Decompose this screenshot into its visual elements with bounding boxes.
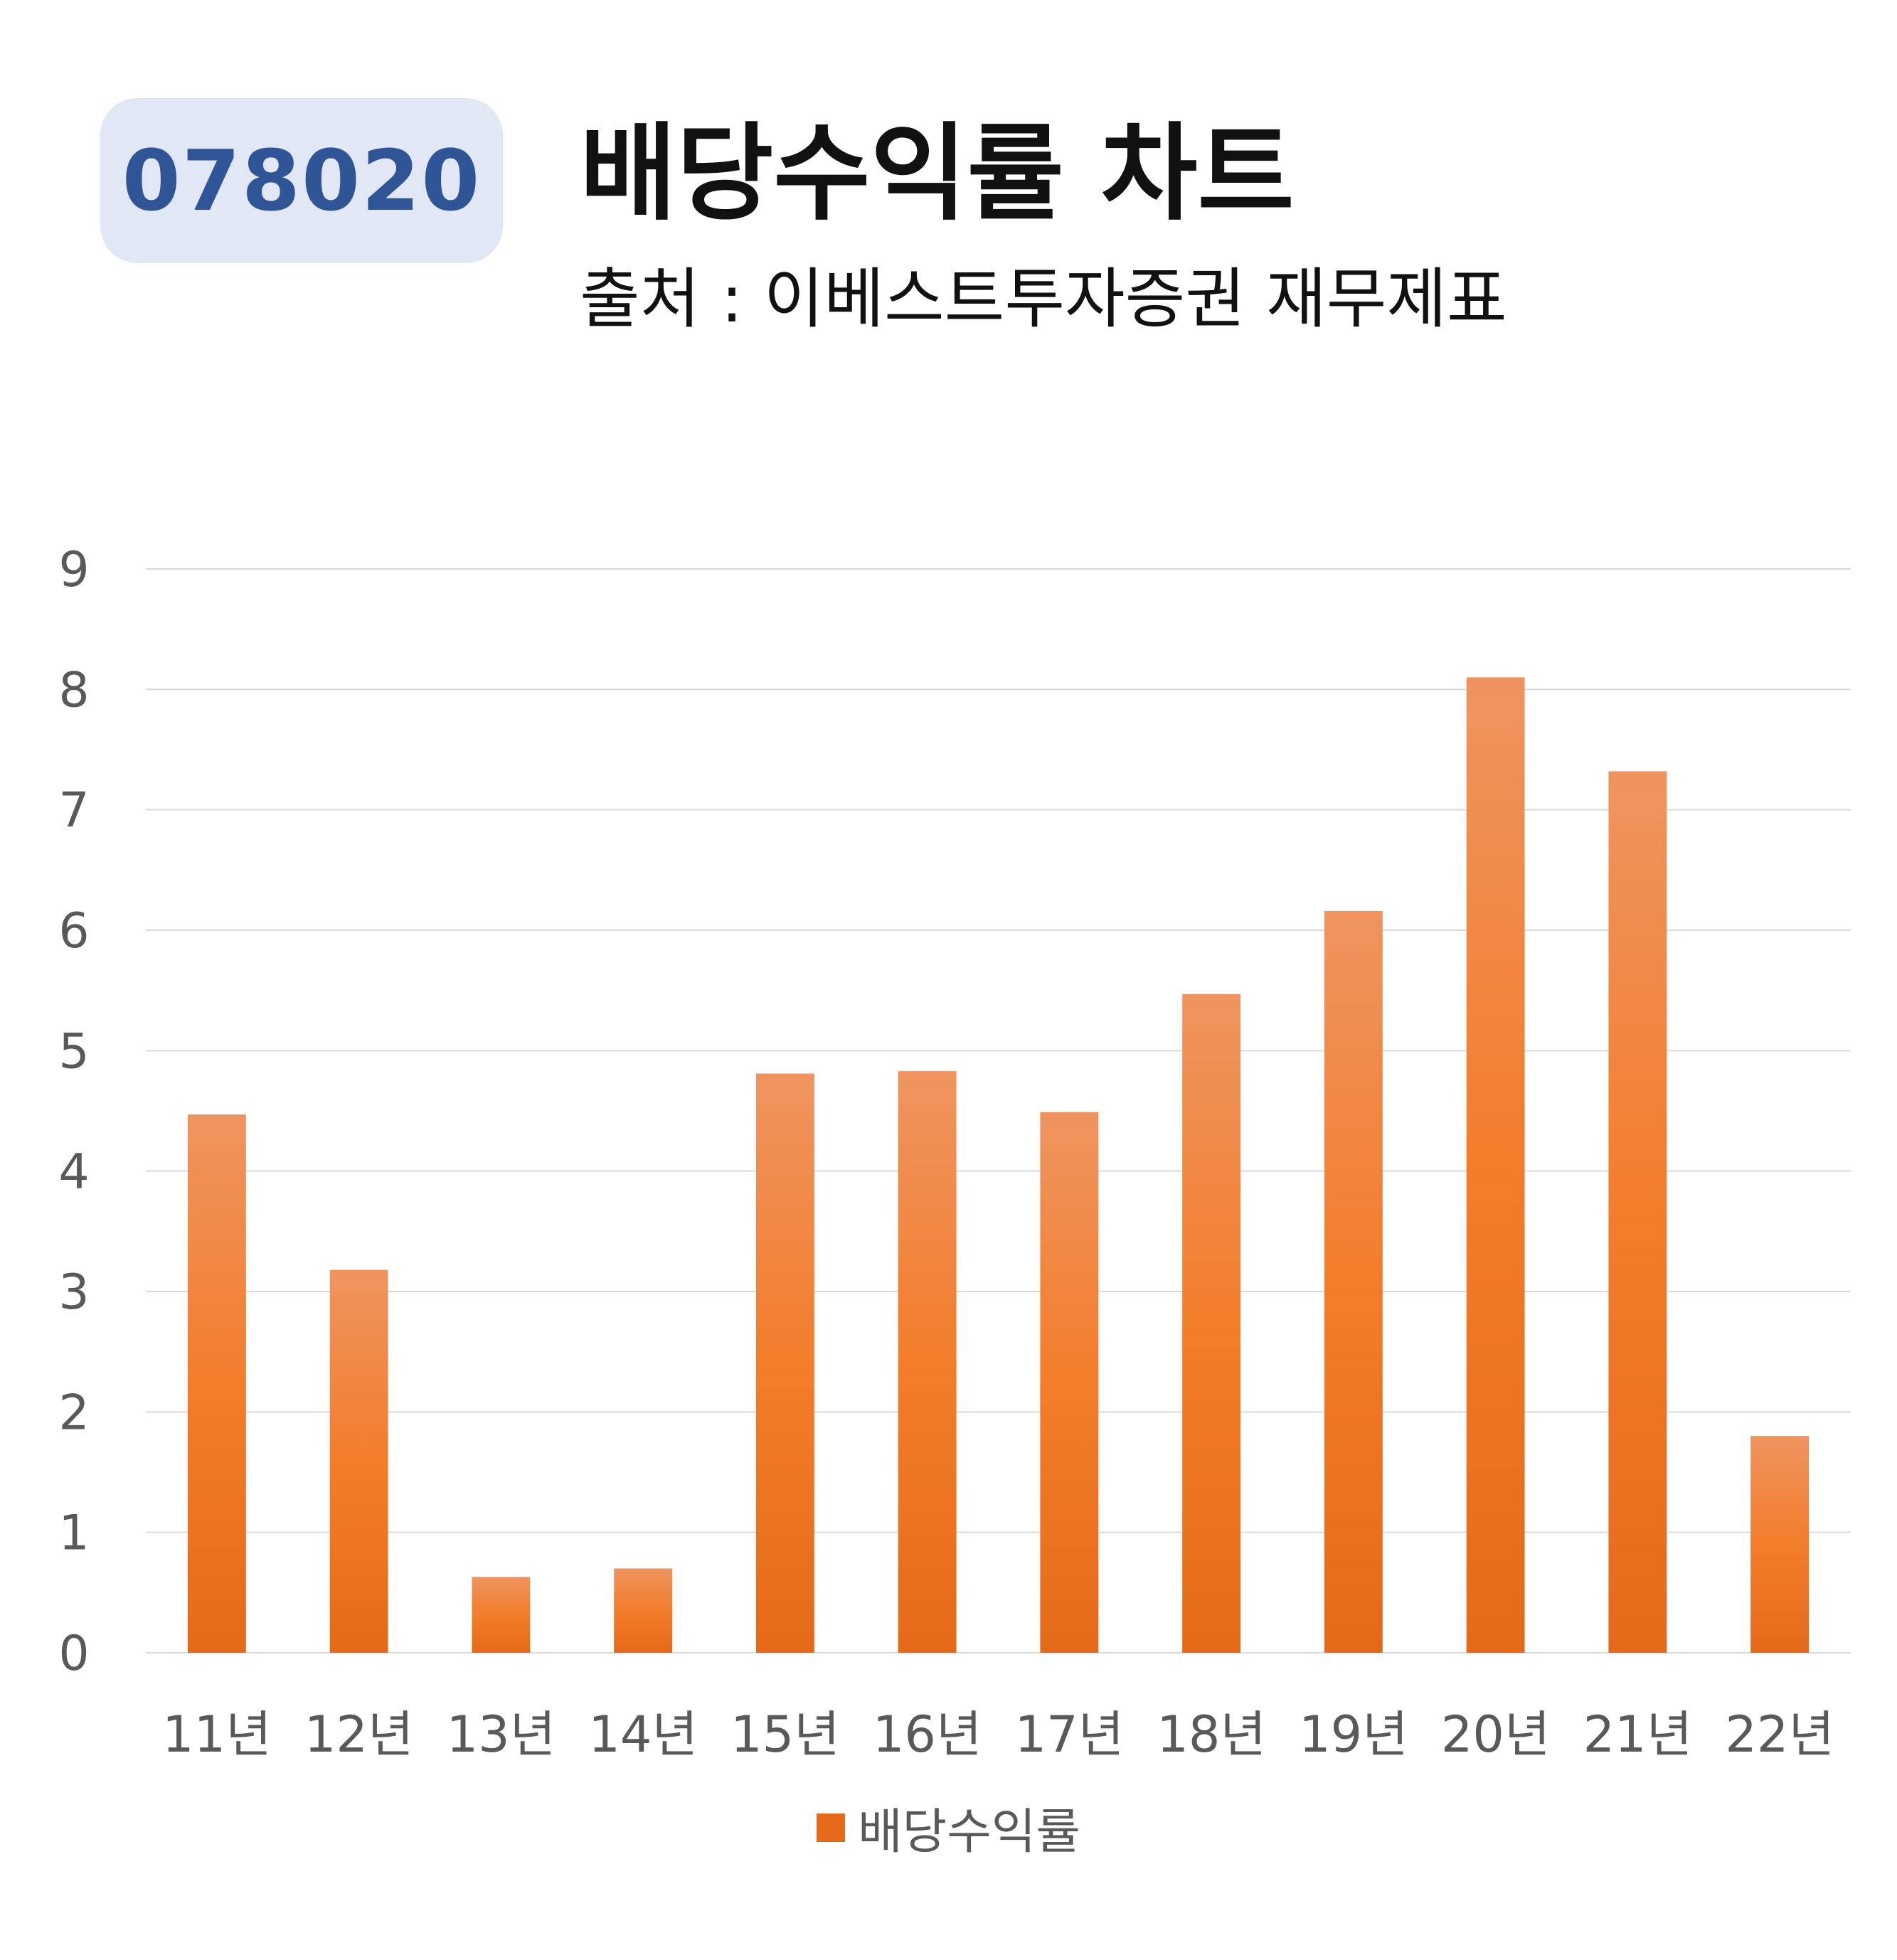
legend: 배당수익률 — [0, 1792, 1897, 1863]
bar-17년 — [1040, 1112, 1099, 1653]
x-tick-label: 21년 — [1583, 1705, 1692, 1764]
chart-title: 배당수익률 차트 — [580, 112, 1295, 235]
bar-20년 — [1466, 677, 1525, 1653]
bar-12년 — [329, 1269, 388, 1653]
bar-16년 — [898, 1071, 957, 1653]
y-tick-label: 8 — [58, 662, 89, 718]
x-tick-label: 18년 — [1157, 1705, 1265, 1764]
bar-18년 — [1182, 994, 1241, 1653]
bar-14년 — [614, 1568, 673, 1653]
x-tick-label: 16년 — [873, 1705, 982, 1764]
y-tick-label: 0 — [58, 1626, 89, 1682]
legend-label: 배당수익률 — [858, 1804, 1080, 1860]
x-axis-tick-labels: 11년 12년 13년 14년 15년 16년 17년 18년 19년 20년 21년 22년 — [162, 1705, 1834, 1764]
bar-13년 — [472, 1577, 531, 1653]
x-tick-label: 11년 — [162, 1705, 271, 1764]
bar-11년 — [187, 1114, 246, 1653]
y-tick-label: 2 — [58, 1385, 89, 1441]
x-tick-label: 15년 — [730, 1705, 839, 1764]
legend-swatch — [817, 1813, 846, 1842]
y-tick-label: 9 — [58, 542, 89, 598]
stock-code-badge: 078020 — [100, 98, 503, 263]
y-tick-label: 4 — [58, 1144, 89, 1200]
x-tick-label: 14년 — [588, 1705, 697, 1764]
y-tick-label: 6 — [58, 903, 89, 959]
x-tick-label: 13년 — [447, 1705, 556, 1764]
bar-21년 — [1608, 771, 1667, 1653]
x-tick-label: 20년 — [1441, 1705, 1550, 1764]
y-tick-label: 1 — [58, 1506, 89, 1562]
y-axis-tick-labels: 0 1 2 3 4 5 6 7 8 9 — [58, 542, 89, 1682]
y-tick-label: 7 — [58, 783, 89, 839]
x-tick-label: 12년 — [304, 1705, 413, 1764]
chart-subtitle: 출처 : 이베스트투자증권 재무제표 — [580, 261, 1507, 337]
x-tick-label: 19년 — [1299, 1705, 1408, 1764]
y-tick-label: 5 — [58, 1023, 89, 1080]
y-tick-label: 3 — [58, 1264, 89, 1321]
x-tick-label: 17년 — [1015, 1705, 1124, 1764]
bars — [187, 677, 1810, 1653]
bar-19년 — [1324, 910, 1383, 1653]
bar-15년 — [755, 1073, 814, 1653]
x-tick-label: 22년 — [1725, 1705, 1834, 1764]
bar-22년 — [1750, 1436, 1810, 1653]
gridlines — [146, 568, 1851, 1653]
